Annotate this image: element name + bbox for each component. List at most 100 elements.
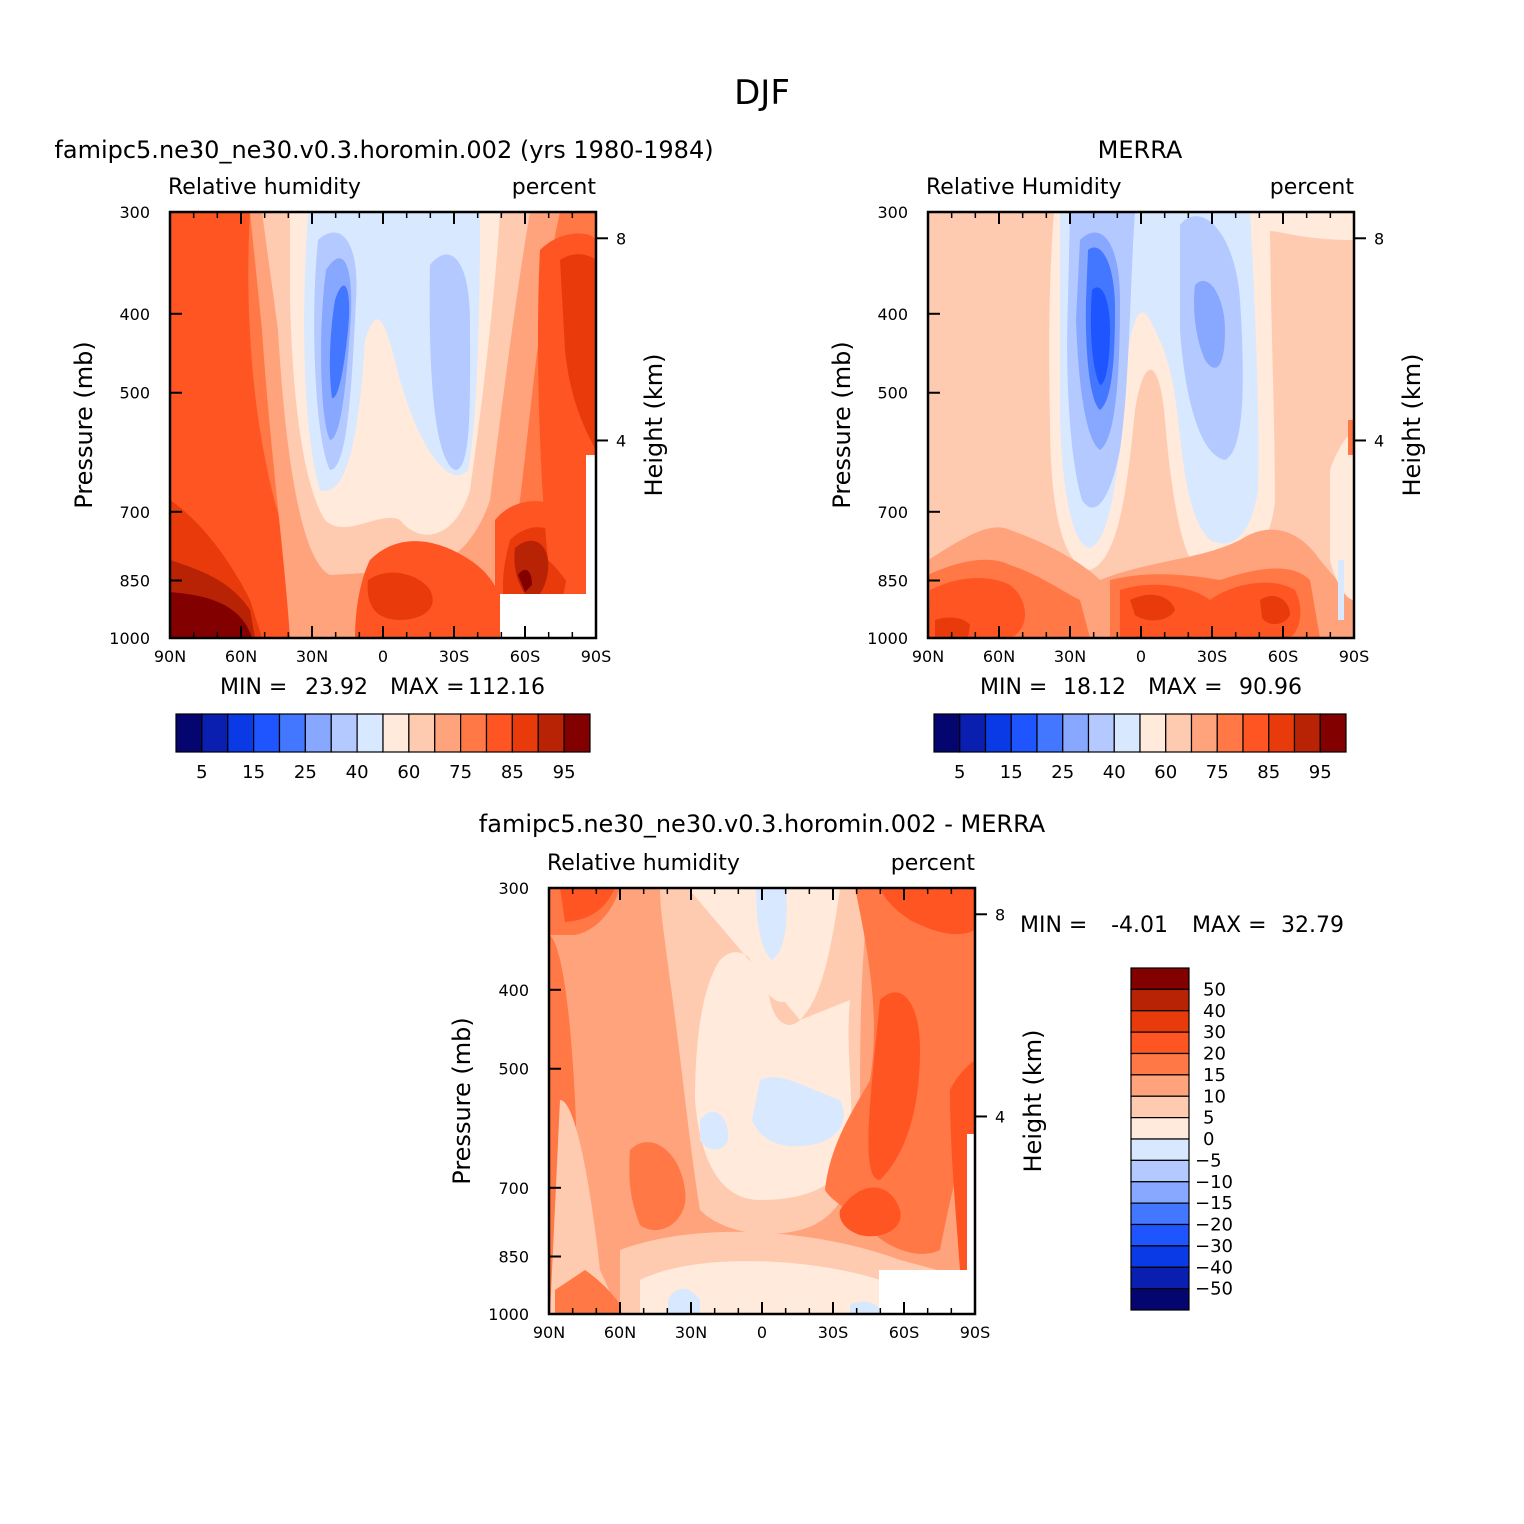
y-tick-label: 1000 bbox=[488, 1305, 529, 1324]
units-label: percent bbox=[891, 851, 976, 876]
figure-title: DJF bbox=[734, 73, 790, 113]
colorbar-label: 15 bbox=[1000, 762, 1023, 783]
colorbar-label: −10 bbox=[1195, 1172, 1233, 1193]
y-axis-label: Pressure (mb) bbox=[828, 341, 856, 508]
y-axis-label: Pressure (mb) bbox=[448, 1017, 476, 1184]
colorbar-swatch bbox=[1087, 713, 1115, 753]
colorbar-label: 40 bbox=[1203, 1001, 1226, 1022]
colorbar-swatch bbox=[201, 713, 229, 753]
x-tick-label: 30S bbox=[439, 647, 470, 666]
colorbar-swatch bbox=[485, 713, 513, 753]
colorbar-swatch bbox=[356, 713, 384, 753]
y-tick-label: 700 bbox=[119, 503, 150, 522]
contour-field bbox=[928, 212, 1354, 638]
y-tick-label: 500 bbox=[119, 384, 150, 403]
min-max-readout: MIN = 23.92 MAX = 112.16 bbox=[220, 675, 545, 700]
contour-field bbox=[170, 212, 596, 638]
colorbar-label: 30 bbox=[1203, 1022, 1226, 1043]
colorbar-swatch bbox=[408, 713, 436, 753]
variable-label: Relative Humidity bbox=[926, 175, 1121, 200]
y-tick-label: 400 bbox=[119, 305, 150, 324]
x-tick-label: 90S bbox=[960, 1323, 991, 1342]
x-tick-label: 60N bbox=[225, 647, 257, 666]
colorbar-swatch bbox=[1130, 1223, 1190, 1247]
x-tick-label: 0 bbox=[378, 647, 388, 666]
colorbar-swatch bbox=[434, 713, 462, 753]
colorbar-swatch bbox=[278, 713, 306, 753]
y2-tick-label: 4 bbox=[995, 1107, 1005, 1126]
x-tick-label: 90S bbox=[581, 647, 612, 666]
colorbar-swatch bbox=[1139, 713, 1167, 753]
max-label: MAX = bbox=[390, 675, 465, 700]
colorbar-label: 50 bbox=[1203, 979, 1226, 1000]
axes: 90N 60N 30N 0 30S 60S 90S 300 400 500 700 850 1000 8 4 bbox=[867, 203, 1384, 666]
obs-panel: MERRA Relative Humidity percent bbox=[828, 136, 1426, 783]
units-label: percent bbox=[512, 175, 597, 200]
colorbar-swatch bbox=[460, 713, 488, 753]
x-tick-label: 90N bbox=[154, 647, 186, 666]
y-tick-label: 1000 bbox=[867, 629, 908, 648]
colorbar-label: 5 bbox=[1203, 1108, 1214, 1129]
y2-axis-label: Height (km) bbox=[1019, 1030, 1047, 1173]
max-label: MAX = bbox=[1148, 675, 1223, 700]
max-value: 112.16 bbox=[468, 675, 545, 700]
y-tick-label: 300 bbox=[877, 203, 908, 222]
colorbar-swatch bbox=[1130, 1117, 1190, 1140]
colorbar-swatch bbox=[1130, 1181, 1190, 1204]
colorbar: 5 15 25 40 60 75 85 95 bbox=[175, 713, 591, 783]
x-tick-label: 30S bbox=[818, 1323, 849, 1342]
colorbar-label: 85 bbox=[1257, 762, 1280, 783]
colorbar-swatch bbox=[1293, 713, 1321, 753]
colorbar-swatch bbox=[1062, 713, 1090, 753]
x-tick-label: 30N bbox=[296, 647, 328, 666]
y-tick-label: 300 bbox=[119, 203, 150, 222]
colorbar-swatch bbox=[1190, 713, 1218, 753]
x-tick-label: 30N bbox=[675, 1323, 707, 1342]
colorbar-swatch bbox=[175, 713, 203, 753]
difference-panel: famipc5.ne30_ne30.v0.3.horomin.002 - MER… bbox=[448, 810, 1344, 1342]
colorbar-swatch bbox=[1130, 1202, 1190, 1226]
y2-tick-label: 8 bbox=[995, 905, 1005, 924]
colorbar-swatch bbox=[563, 713, 591, 753]
axes: 90N 60N 30N 0 30S 60S 90S 300 400 500 700 850 1000 8 4 bbox=[109, 203, 626, 666]
colorbar-swatch bbox=[1113, 713, 1141, 753]
colorbar-label: −30 bbox=[1195, 1236, 1233, 1257]
y-tick-label: 1000 bbox=[109, 629, 150, 648]
x-tick-label: 60N bbox=[983, 647, 1015, 666]
colorbar-label: 20 bbox=[1203, 1044, 1226, 1065]
colorbar-swatch bbox=[227, 713, 255, 753]
min-value: 23.92 bbox=[305, 675, 368, 700]
y-axis-label: Pressure (mb) bbox=[70, 341, 98, 508]
colorbar-swatch bbox=[1268, 713, 1296, 753]
x-tick-label: 0 bbox=[1136, 647, 1146, 666]
x-tick-label: 90N bbox=[912, 647, 944, 666]
colorbar-label: 5 bbox=[954, 762, 965, 783]
colorbar-label: 5 bbox=[196, 762, 207, 783]
y-tick-label: 850 bbox=[119, 571, 150, 590]
colorbar-swatch bbox=[1216, 713, 1244, 753]
colorbar-label: 95 bbox=[1309, 762, 1332, 783]
y-tick-label: 700 bbox=[498, 1179, 529, 1198]
colorbar-swatch bbox=[1130, 1074, 1190, 1097]
max-value: 90.96 bbox=[1239, 675, 1302, 700]
x-tick-label: 60S bbox=[510, 647, 541, 666]
min-max-readout: MIN = -4.01 MAX = 32.79 bbox=[1020, 913, 1344, 938]
min-value: -4.01 bbox=[1111, 913, 1168, 938]
model-panel: famipc5.ne30_ne30.v0.3.horomin.002 (yrs … bbox=[54, 136, 713, 783]
min-label: MIN = bbox=[220, 675, 287, 700]
y-tick-label: 850 bbox=[877, 571, 908, 590]
colorbar-swatch bbox=[1130, 1245, 1190, 1268]
y-tick-label: 500 bbox=[498, 1060, 529, 1079]
colorbar-swatch bbox=[1130, 988, 1190, 1012]
colorbar-label: 75 bbox=[449, 762, 472, 783]
y2-tick-label: 4 bbox=[1374, 431, 1384, 450]
variable-label: Relative humidity bbox=[168, 175, 361, 200]
colorbar-label: 15 bbox=[1203, 1065, 1226, 1086]
x-tick-label: 60S bbox=[1268, 647, 1299, 666]
min-label: MIN = bbox=[1020, 913, 1087, 938]
y-tick-label: 400 bbox=[877, 305, 908, 324]
colorbar-swatch bbox=[933, 713, 961, 753]
colorbar-swatch bbox=[1130, 1266, 1190, 1290]
variable-label: Relative humidity bbox=[547, 851, 740, 876]
